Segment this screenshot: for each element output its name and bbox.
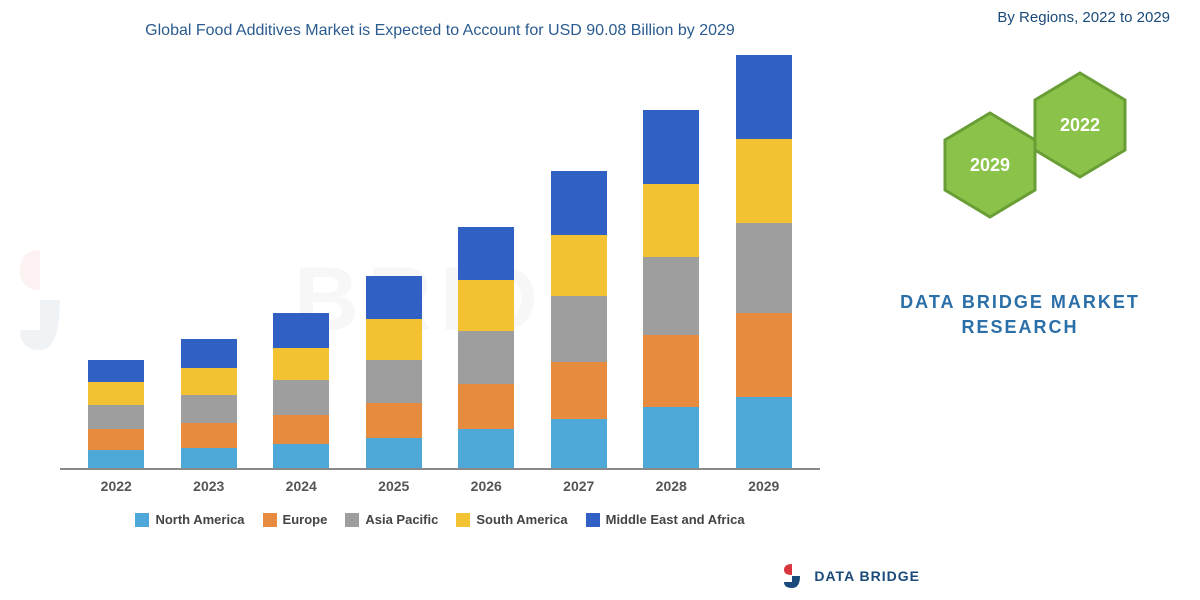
bar-segment bbox=[458, 429, 514, 468]
bar-segment bbox=[458, 227, 514, 280]
bar-segment bbox=[88, 382, 144, 405]
bar-2026 bbox=[458, 227, 514, 469]
bar-segment bbox=[366, 276, 422, 319]
bar-segment bbox=[88, 360, 144, 383]
bar-segment bbox=[366, 403, 422, 438]
bar-segment bbox=[273, 444, 329, 469]
footer-logo-icon bbox=[778, 562, 806, 590]
right-panel: By Regions, 2022 to 2029 2029 2022 DATA … bbox=[860, 0, 1180, 600]
brand-line-1: DATA BRIDGE MARKET bbox=[900, 290, 1140, 315]
bar-segment bbox=[88, 450, 144, 468]
x-axis-labels: 2022 2023 2024 2025 2026 2027 2028 2029 bbox=[60, 470, 820, 494]
bar-segment bbox=[366, 319, 422, 360]
x-axis-label: 2027 bbox=[551, 478, 607, 494]
legend-item: Middle East and Africa bbox=[586, 512, 745, 527]
bar-segment bbox=[551, 235, 607, 296]
bar-segment bbox=[643, 184, 699, 258]
bar-segment bbox=[736, 55, 792, 139]
bar-segment bbox=[273, 313, 329, 348]
bar-segment bbox=[551, 362, 607, 419]
legend-item: South America bbox=[456, 512, 567, 527]
legend-label: South America bbox=[476, 512, 567, 527]
bar-segment bbox=[181, 339, 237, 368]
chart-legend: North America Europe Asia Pacific South Ame… bbox=[60, 512, 820, 527]
legend-swatch bbox=[586, 513, 600, 527]
bar-segment bbox=[736, 397, 792, 469]
x-axis-label: 2028 bbox=[643, 478, 699, 494]
bar-segment bbox=[643, 335, 699, 407]
right-subtitle: By Regions, 2022 to 2029 bbox=[997, 8, 1170, 28]
bar-segment bbox=[273, 380, 329, 415]
legend-label: Europe bbox=[283, 512, 328, 527]
x-axis-label: 2022 bbox=[88, 478, 144, 494]
brand-line-2: RESEARCH bbox=[900, 315, 1140, 340]
bar-2025 bbox=[366, 276, 422, 469]
hexagon-2022: 2022 bbox=[1030, 70, 1130, 180]
bar-segment bbox=[181, 368, 237, 395]
hexagon-label: 2022 bbox=[1060, 115, 1100, 136]
x-axis-label: 2029 bbox=[736, 478, 792, 494]
legend-label: Asia Pacific bbox=[365, 512, 438, 527]
x-axis-label: 2026 bbox=[458, 478, 514, 494]
legend-swatch bbox=[135, 513, 149, 527]
bar-segment bbox=[736, 313, 792, 397]
legend-swatch bbox=[263, 513, 277, 527]
legend-swatch bbox=[456, 513, 470, 527]
bar-segment bbox=[643, 407, 699, 468]
bar-2023 bbox=[181, 339, 237, 468]
bar-segment bbox=[181, 423, 237, 448]
bar-segment bbox=[273, 348, 329, 381]
bar-2028 bbox=[643, 110, 699, 469]
legend-label: Middle East and Africa bbox=[606, 512, 745, 527]
chart-container: Global Food Additives Market is Expected… bbox=[40, 20, 840, 560]
bar-segment bbox=[736, 223, 792, 313]
x-axis-label: 2024 bbox=[273, 478, 329, 494]
hexagon-group: 2029 2022 bbox=[900, 70, 1150, 250]
bar-segment bbox=[273, 415, 329, 444]
bar-segment bbox=[643, 110, 699, 184]
bar-segment bbox=[551, 419, 607, 468]
legend-item: Europe bbox=[263, 512, 328, 527]
legend-item: Asia Pacific bbox=[345, 512, 438, 527]
bar-segment bbox=[88, 405, 144, 430]
bar-2027 bbox=[551, 171, 607, 468]
legend-swatch bbox=[345, 513, 359, 527]
bar-segment bbox=[181, 395, 237, 424]
footer-logo-text: DATA BRIDGE bbox=[814, 568, 920, 584]
x-axis-label: 2025 bbox=[366, 478, 422, 494]
x-axis-label: 2023 bbox=[181, 478, 237, 494]
bar-2022 bbox=[88, 360, 144, 469]
bars-container bbox=[60, 50, 820, 468]
hexagon-label: 2029 bbox=[970, 155, 1010, 176]
legend-label: North America bbox=[155, 512, 244, 527]
hexagon-2029: 2029 bbox=[940, 110, 1040, 220]
bar-segment bbox=[551, 171, 607, 235]
bar-segment bbox=[551, 296, 607, 362]
bar-segment bbox=[643, 257, 699, 335]
chart-title: Global Food Additives Market is Expected… bbox=[40, 20, 840, 42]
legend-item: North America bbox=[135, 512, 244, 527]
bar-segment bbox=[458, 280, 514, 331]
bar-segment bbox=[366, 438, 422, 469]
brand-text: DATA BRIDGE MARKET RESEARCH bbox=[900, 290, 1140, 340]
footer-logo: DATA BRIDGE bbox=[778, 562, 920, 590]
bar-segment bbox=[458, 384, 514, 429]
chart-plot bbox=[60, 50, 820, 470]
bar-segment bbox=[736, 139, 792, 223]
bar-segment bbox=[88, 429, 144, 449]
bar-2029 bbox=[736, 55, 792, 469]
bar-segment bbox=[181, 448, 237, 468]
bar-segment bbox=[366, 360, 422, 403]
bar-2024 bbox=[273, 313, 329, 469]
bar-segment bbox=[458, 331, 514, 384]
